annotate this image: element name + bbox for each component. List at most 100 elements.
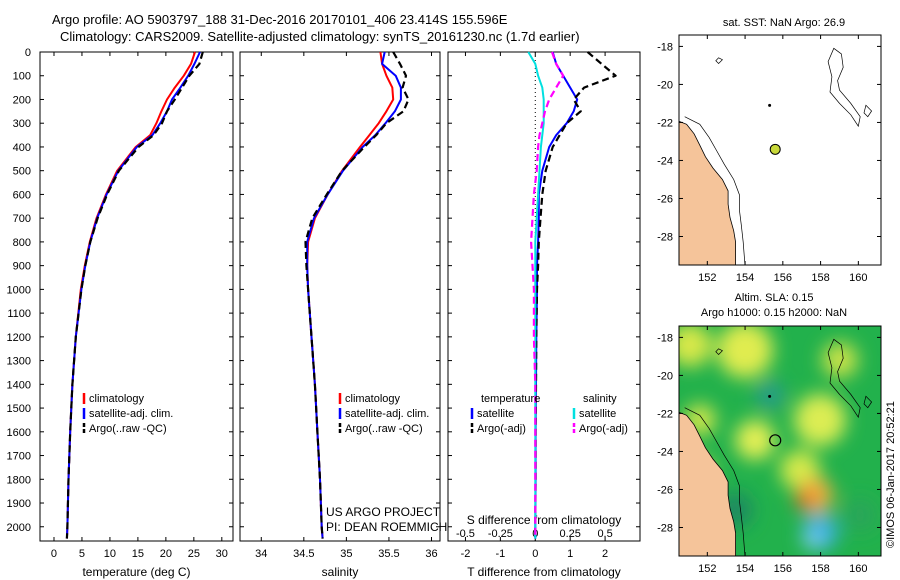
x-tick-label: 152 [698,563,716,575]
legend-entry-label: satellite [579,408,616,420]
legend-entry-label: satellite-adj. clim. [89,408,173,420]
argo-position-marker [769,143,781,155]
x-tick-label: 156 [774,563,792,575]
x-tick-label: 152 [698,272,716,284]
x-tick-label: 35 [340,548,352,560]
map-frame [678,325,882,557]
x-tick-label: 15 [132,548,144,560]
y-tick-label: 0 [25,47,31,59]
y-tick-label: -24 [657,155,673,167]
x-tick-label: 10 [104,548,116,560]
x-tick-label: 2 [602,548,608,560]
sla-blob [803,531,821,549]
y-tick-label: -22 [657,117,673,129]
y-tick-label: 200 [13,94,31,106]
y-tick-label: 1300 [7,356,31,368]
x2-tick-label: -0.5 [456,528,475,540]
x-tick-label: -2 [461,548,471,560]
reef-contour [715,348,723,355]
x-tick-label: 1 [567,548,573,560]
land-area [679,120,736,265]
legend-entry-label: Argo(..raw -QC) [89,423,167,435]
y-tick-label: 1900 [7,498,31,510]
island-marker [768,103,772,107]
y-tick-label: -26 [657,484,673,496]
figure-title-line1: Argo profile: AO 5903797_188 31-Dec-2016… [52,12,508,27]
x-tick-label: 34 [255,548,267,560]
x-axis-label: salinity [322,565,359,579]
sla-map-title-line2: Argo h1000: 0.15 h2000: NaN [701,307,847,319]
plot-frame [239,51,441,542]
x-tick-label: 160 [849,272,867,284]
x-tick-label: 0 [532,548,538,560]
reef-contour [827,47,861,128]
pi-annotation: PI: DEAN ROEMMICH [326,520,447,534]
x2-tick-label: 0.5 [597,528,612,540]
sla-map-title-line1: Altim. SLA: 0.15 [735,292,814,304]
y-tick-label: -26 [657,193,673,205]
legend-entry-label: climatology [345,393,401,405]
x-axis-label: T difference from climatology [467,565,621,579]
x-tick-label: 25 [188,548,200,560]
x-tick-label: 30 [216,548,228,560]
x2-tick-label: -0.25 [488,528,513,540]
sla-blob [794,394,846,446]
series-line-salinity-satellite [527,51,545,539]
y-tick-label: -18 [657,41,673,53]
sla-blob [717,326,773,378]
y-tick-label: 1400 [7,379,31,391]
x-tick-label: 0 [51,548,57,560]
legend-entry-label: Argo(-adj) [477,423,526,435]
plot-frame [39,51,234,542]
x-tick-label: 20 [160,548,172,560]
y-tick-label: -22 [657,408,673,420]
plot-frame [447,51,641,542]
y-tick-label: -28 [657,522,673,534]
map-area [679,326,881,556]
y-tick-label: 700 [13,213,31,225]
y-tick-label: 600 [13,189,31,201]
series-line-salinity-argo-adj- [529,51,565,539]
temperature-panel: 0 5 10 15 20 25 30 temperature (deg C) 0 100 200 30… [7,47,234,579]
y-tick-label: 800 [13,237,31,249]
y-tick-label: -28 [657,231,673,243]
x-tick-label: 154 [736,563,754,575]
reef-contour [827,338,861,419]
reef-contour [863,395,873,409]
legend-entry-label: climatology [89,393,145,405]
x-tick-label: 158 [811,563,829,575]
sla-blob [844,499,876,531]
figure-title-line2: Climatology: CARS2009. Satellite-adjuste… [60,29,580,44]
x-tick-label: 36 [425,548,437,560]
x-tick-label: 35.5 [378,548,399,560]
y-tick-label: 1500 [7,403,31,415]
x-tick-label: 156 [774,272,792,284]
x-tick-label: 158 [811,272,829,284]
y-tick-label: 900 [13,261,31,273]
legend-salinity-title: salinity [583,393,617,405]
y-tick-label: 1200 [7,332,31,344]
y-tick-label: 100 [13,71,31,83]
y-tick-label: -24 [657,446,673,458]
map-frame [678,34,882,266]
salinity-panel: 34 34.5 35 35.5 36 salinity climatology satelli… [239,51,447,579]
x-tick-label: -1 [495,548,505,560]
difference-panel: -2 -1 0 1 2 T difference from climatology -0.5… [447,51,641,579]
series-line-argo-raw-qc- [65,51,204,539]
reef-contour [863,104,873,118]
y-tick-label: 1100 [7,308,31,320]
series-line-argo-raw-qc- [304,51,410,539]
y-tick-label: 1000 [7,284,31,296]
sla-blob [795,490,815,510]
x2-axis-label: S difference from climatology [467,513,622,527]
shelf-contour [684,116,746,265]
sla-blob [679,326,712,367]
y-tick-label: -18 [657,332,673,344]
x-tick-label: 5 [79,548,85,560]
island-marker [768,394,772,398]
legend-entry-label: satellite-adj. clim. [345,408,429,420]
argo-position-marker [769,434,782,447]
legend-temperature-title: temperature [481,393,540,405]
y-tick-label: 2000 [7,522,31,534]
